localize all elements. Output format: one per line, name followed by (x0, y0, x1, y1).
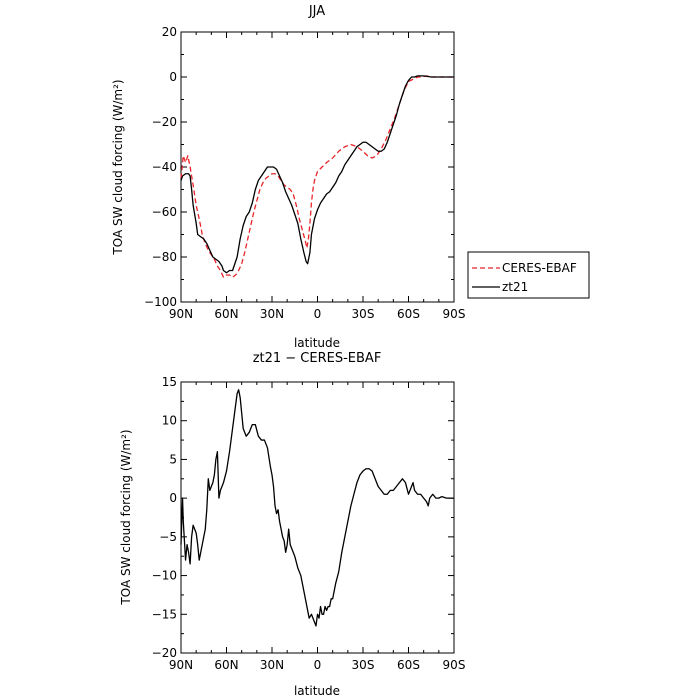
y-tick-label: −80 (152, 250, 177, 264)
y-tick-label: −60 (152, 205, 177, 219)
x-tick-label: 30N (260, 307, 284, 321)
x-tick-label: 60N (214, 658, 238, 672)
y-tick-label: 15 (162, 375, 177, 389)
x-tick-label: 0 (314, 307, 322, 321)
top-panel-ticks (180, 31, 455, 303)
bottom-panel-ticks (180, 381, 455, 654)
y-tick-label: 5 (169, 452, 177, 466)
y-tick-label: 0 (169, 70, 177, 84)
top-panel-title: JJA (308, 4, 325, 19)
y-tick-label: −10 (152, 569, 177, 583)
bottom-panel-y-axis-label: TOA SW cloud forcing (W/m²) (119, 429, 133, 605)
bottom-panel: zt21 − CERES-EBAF 15 10 5 0 −5 −10 −15 −20 90N 6… (119, 351, 465, 698)
series-line-zt21 (180, 75, 454, 274)
top-panel-legend: CERES-EBAF zt21 (467, 251, 590, 299)
series-line-ceres-ebaf (180, 75, 454, 278)
x-tick-label: 60S (397, 658, 420, 672)
y-tick-label: −20 (152, 646, 177, 660)
x-tick-label: 90S (443, 658, 466, 672)
legend-box (467, 251, 590, 299)
y-tick-label: −100 (144, 295, 177, 309)
bottom-panel-series (180, 389, 454, 627)
series-line-difference-1 (180, 389, 454, 627)
top-panel-x-axis-label: latitude (294, 336, 340, 350)
x-tick-label: 30S (352, 658, 375, 672)
legend-label-zt21: zt21 (502, 280, 528, 294)
y-tick-label: 0 (169, 491, 177, 505)
top-panel-y-axis-label: TOA SW cloud forcing (W/m²) (111, 79, 125, 255)
x-tick-label: 60N (214, 307, 238, 321)
y-tick-label: −15 (152, 607, 177, 621)
x-tick-label: 60S (397, 307, 420, 321)
bottom-panel-x-tick-labels: 90N 60N 30N 0 30S 60S 90S (169, 658, 466, 672)
legend-label-ceres-ebaf: CERES-EBAF (502, 261, 577, 275)
x-tick-label: 0 (314, 658, 322, 672)
bottom-panel-title: zt21 − CERES-EBAF (253, 351, 382, 366)
top-panel-x-tick-labels: 90N 60N 30N 0 30S 60S 90S (169, 307, 466, 321)
top-panel-y-tick-labels: 20 0 −20 −40 −60 −80 −100 (144, 25, 177, 309)
top-panel: JJA 20 0 −20 −40 −60 −80 −100 90N 60N 30N 0 30S 60S… (111, 4, 590, 350)
y-tick-label: −20 (152, 115, 177, 129)
x-tick-label: 30S (352, 307, 375, 321)
x-tick-label: 30N (260, 658, 284, 672)
y-tick-label: 10 (162, 414, 177, 428)
x-tick-label: 90N (169, 658, 193, 672)
top-panel-series (180, 75, 454, 278)
x-tick-label: 90N (169, 307, 193, 321)
x-tick-label: 90S (443, 307, 466, 321)
y-tick-label: 20 (162, 25, 177, 39)
y-tick-label: −5 (159, 530, 177, 544)
y-tick-label: −40 (152, 160, 177, 174)
bottom-panel-x-axis-label: latitude (294, 684, 340, 698)
bottom-panel-y-tick-labels: 15 10 5 0 −5 −10 −15 −20 (152, 375, 177, 660)
